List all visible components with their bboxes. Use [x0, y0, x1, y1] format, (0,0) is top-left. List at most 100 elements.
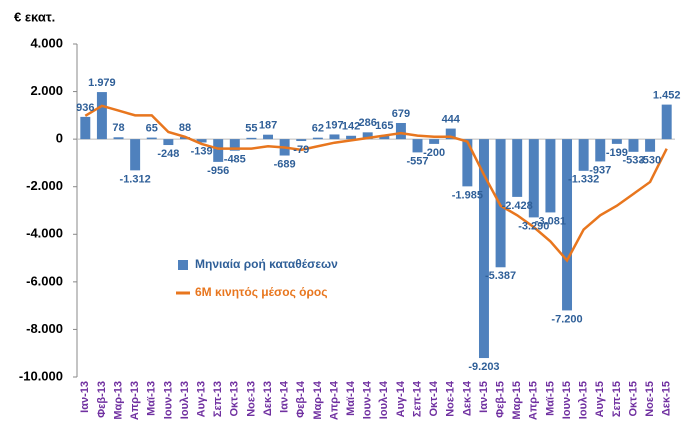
- y-tick-label: 4.000: [30, 35, 63, 50]
- data-label: 936: [76, 102, 94, 114]
- data-label: 187: [259, 120, 277, 132]
- x-tick-label: Δεκ-14: [461, 380, 473, 416]
- x-tick-label: Ιουλ-13: [179, 381, 191, 419]
- data-label: -9.203: [468, 361, 499, 373]
- x-tick-label: Μαϊ-14: [345, 380, 357, 416]
- data-label: -200: [423, 147, 445, 159]
- x-tick-label: Αυγ-14: [395, 380, 407, 417]
- data-label: -689: [274, 158, 296, 170]
- x-tick-label: Ιαν-13: [79, 381, 91, 413]
- data-label: -3.081: [535, 215, 566, 227]
- x-tick-label: Απρ-13: [129, 381, 141, 420]
- data-label: 1.979: [88, 77, 116, 89]
- bar: [645, 139, 656, 152]
- data-label: 88: [179, 122, 191, 134]
- line: [84, 104, 668, 263]
- x-tick-label: Νοε-13: [245, 381, 257, 417]
- bar: [445, 128, 456, 140]
- x-tick-label: Απρ-15: [528, 381, 540, 420]
- data-label: 142: [342, 121, 360, 133]
- x-tick-label: Φεβ-15: [494, 381, 506, 418]
- data-label: 197: [325, 119, 343, 131]
- x-tick-label: Μαρ-15: [511, 381, 523, 420]
- x-tick-label: Δεκ-15: [661, 381, 673, 416]
- bar: [661, 104, 672, 140]
- bar: [113, 137, 124, 140]
- y-tick-label: -10.000: [19, 368, 63, 383]
- data-label: -485: [224, 154, 246, 166]
- bar: [146, 137, 157, 140]
- data-label: -3.290: [518, 220, 549, 232]
- bar: [346, 135, 357, 140]
- data-label: -139: [191, 145, 213, 157]
- bar: [528, 139, 539, 218]
- data-label: -530: [639, 155, 661, 167]
- x-tick-label: Δεκ-13: [262, 381, 274, 416]
- x-tick-label: Σεπ-13: [212, 381, 224, 417]
- bar: [130, 139, 141, 171]
- data-label: -7.200: [551, 313, 582, 325]
- bar: [578, 139, 589, 171]
- bar: [246, 137, 257, 140]
- bar: [562, 139, 573, 311]
- data-label: -1.985: [452, 189, 483, 201]
- data-label: 679: [392, 108, 410, 120]
- data-label: -533: [622, 155, 644, 167]
- y-axis-title: € εκατ.: [14, 9, 55, 24]
- legend-label: Μηνιαία ροή καταθέσεων: [195, 257, 338, 271]
- data-label: 1.452: [653, 90, 681, 102]
- bar: [429, 139, 440, 144]
- y-tick-label: -4.000: [26, 226, 63, 241]
- bar: [296, 139, 307, 142]
- x-tick-label: Σεπ-15: [611, 381, 623, 417]
- bar: [329, 134, 340, 140]
- x-tick-label: Οκτ-15: [627, 381, 639, 417]
- data-label: -1.332: [568, 174, 599, 186]
- y-tick-label: 0: [56, 131, 63, 146]
- data-label: 55: [245, 123, 257, 135]
- x-tick-label: Μαρ-14: [312, 380, 324, 420]
- x-tick-label: Μαϊ-15: [544, 381, 556, 416]
- x-tick-label: Φεβ-14: [295, 380, 307, 418]
- x-tick-label: Ιουλ-15: [578, 381, 590, 419]
- data-label: 165: [375, 120, 393, 132]
- x-tick-label: Ιαν-15: [478, 381, 490, 413]
- y-tick-label: 2.000: [30, 83, 63, 98]
- x-tick-label: Μαρ-13: [112, 381, 124, 420]
- data-label: 444: [442, 113, 461, 125]
- x-tick-label: Ιουν-13: [162, 381, 174, 419]
- x-tick-label: Μαϊ-13: [146, 381, 158, 416]
- bar: [80, 116, 91, 140]
- y-tick-label: -2.000: [26, 178, 63, 193]
- x-tick-label: Ιουν-14: [362, 380, 374, 419]
- x-tick-label: Φεβ-13: [96, 381, 108, 418]
- bar: [196, 139, 207, 143]
- bar: [395, 122, 406, 140]
- data-label: -5.387: [485, 270, 516, 282]
- bar: [96, 92, 107, 140]
- bar: [263, 134, 274, 140]
- bar: [362, 132, 373, 140]
- bar: [595, 139, 606, 162]
- bar: [379, 135, 390, 140]
- data-label: -79: [293, 144, 309, 156]
- x-tick-label: Νοε-14: [445, 380, 457, 417]
- bar: [213, 139, 224, 162]
- x-tick-label: Ιαν-14: [279, 380, 291, 413]
- legend-label: 6M κινητός μέσος όρος: [195, 285, 328, 299]
- bar: [229, 139, 240, 151]
- bar: [628, 139, 639, 152]
- bar: [611, 139, 622, 144]
- x-tick-label: Απρ-14: [328, 380, 340, 420]
- x-tick-label: Αυγ-15: [594, 381, 606, 417]
- data-label: -199: [606, 147, 628, 159]
- data-label: 78: [112, 122, 124, 134]
- data-label: -248: [157, 148, 179, 160]
- x-tick-label: Αυγ-13: [195, 381, 207, 417]
- x-tick-label: Σεπ-14: [411, 380, 423, 417]
- bar: [512, 139, 523, 197]
- x-tick-label: Οκτ-13: [229, 381, 241, 417]
- bar: [462, 139, 473, 187]
- x-tick-label: Οκτ-14: [428, 380, 440, 416]
